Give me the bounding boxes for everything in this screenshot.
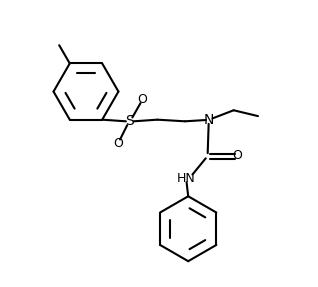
Text: O: O: [137, 93, 147, 106]
Text: HN: HN: [177, 172, 196, 185]
Text: S: S: [125, 114, 134, 128]
Text: O: O: [232, 149, 242, 162]
Text: N: N: [204, 113, 215, 127]
Text: O: O: [114, 137, 123, 150]
